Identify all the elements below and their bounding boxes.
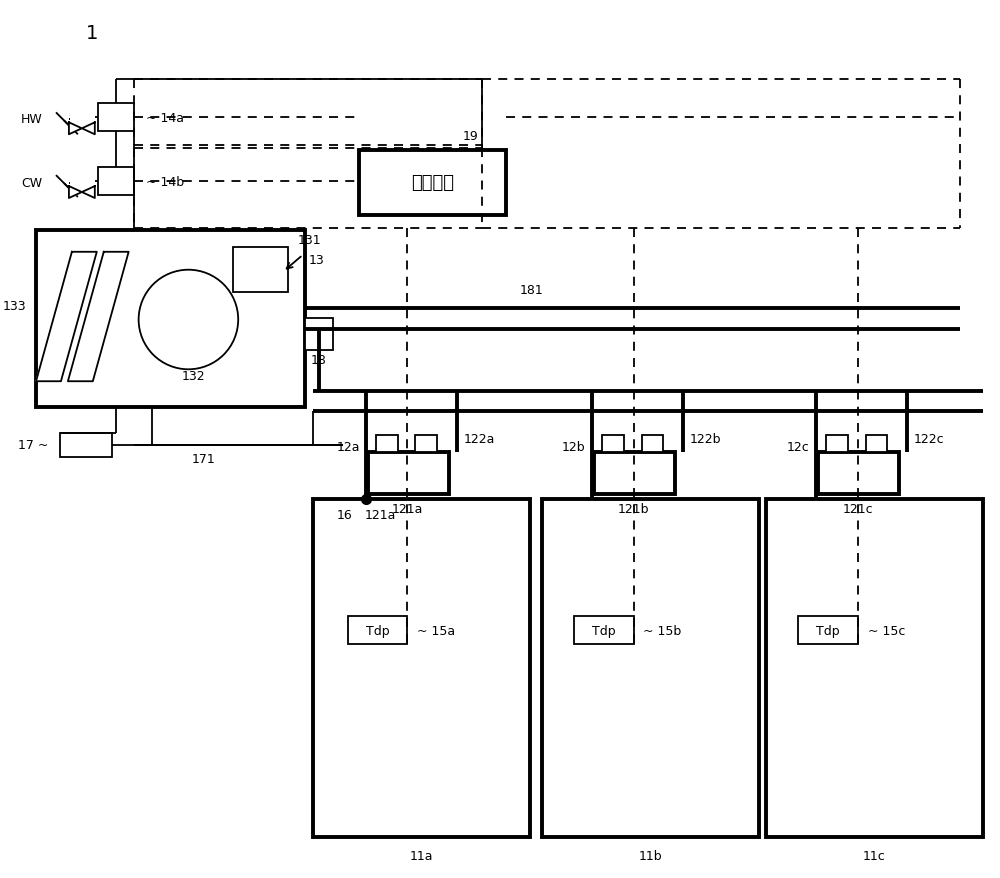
Bar <box>368 452 449 494</box>
Polygon shape <box>82 187 95 198</box>
Bar <box>818 452 899 494</box>
Text: Tdp: Tdp <box>592 624 615 637</box>
Text: Tdp: Tdp <box>366 624 389 637</box>
Bar <box>574 616 634 644</box>
Text: CW: CW <box>21 176 42 190</box>
Text: 17 ~: 17 ~ <box>18 439 48 452</box>
Text: 121a: 121a <box>365 508 396 522</box>
Bar <box>98 104 134 133</box>
Polygon shape <box>69 123 82 135</box>
Polygon shape <box>36 253 97 382</box>
Circle shape <box>139 270 238 370</box>
Text: 16: 16 <box>337 508 353 522</box>
Text: 11c: 11c <box>863 849 886 862</box>
Text: 171: 171 <box>191 453 215 466</box>
Text: 18: 18 <box>311 354 327 366</box>
Bar <box>766 500 983 838</box>
Text: 13: 13 <box>309 254 325 267</box>
Text: 121c: 121c <box>842 502 873 515</box>
Text: ~ 14b: ~ 14b <box>146 176 184 189</box>
Bar <box>36 231 305 407</box>
Bar <box>542 500 759 838</box>
Bar <box>359 151 506 216</box>
Bar <box>376 435 398 452</box>
Text: Tdp: Tdp <box>816 624 840 637</box>
Bar <box>602 435 624 452</box>
Text: ~ 15c: ~ 15c <box>868 624 905 637</box>
Text: 122a: 122a <box>463 433 495 446</box>
Polygon shape <box>68 253 129 382</box>
Text: 11b: 11b <box>639 849 662 862</box>
Bar <box>233 248 288 292</box>
Text: 1: 1 <box>86 25 98 43</box>
Text: 131: 131 <box>298 234 322 247</box>
Bar <box>826 435 848 452</box>
Text: ~ 14a: ~ 14a <box>146 112 184 125</box>
Polygon shape <box>69 187 82 198</box>
Text: 12b: 12b <box>562 441 586 454</box>
Text: 132: 132 <box>181 370 205 382</box>
Text: 133: 133 <box>2 299 26 313</box>
Text: 121b: 121b <box>618 502 649 515</box>
Text: 11a: 11a <box>410 849 433 862</box>
Text: HW: HW <box>20 112 42 126</box>
Text: ~ 15b: ~ 15b <box>643 624 682 637</box>
Text: 121a: 121a <box>392 502 423 515</box>
Bar <box>313 500 530 838</box>
Bar <box>98 168 134 196</box>
Bar <box>866 435 887 452</box>
Text: 181: 181 <box>520 284 544 297</box>
Text: 19: 19 <box>462 130 478 142</box>
Bar <box>305 318 333 351</box>
Bar <box>594 452 675 494</box>
Text: 122b: 122b <box>689 433 721 446</box>
Bar <box>798 616 858 644</box>
Text: 12a: 12a <box>336 441 360 454</box>
Bar <box>60 434 112 457</box>
Bar <box>415 435 437 452</box>
Text: 控制装置: 控制装置 <box>411 174 454 192</box>
Polygon shape <box>82 123 95 135</box>
Bar <box>642 435 663 452</box>
Text: ~ 15a: ~ 15a <box>417 624 456 637</box>
Bar <box>348 616 407 644</box>
Text: 12c: 12c <box>787 441 810 454</box>
Text: 122c: 122c <box>913 433 944 446</box>
